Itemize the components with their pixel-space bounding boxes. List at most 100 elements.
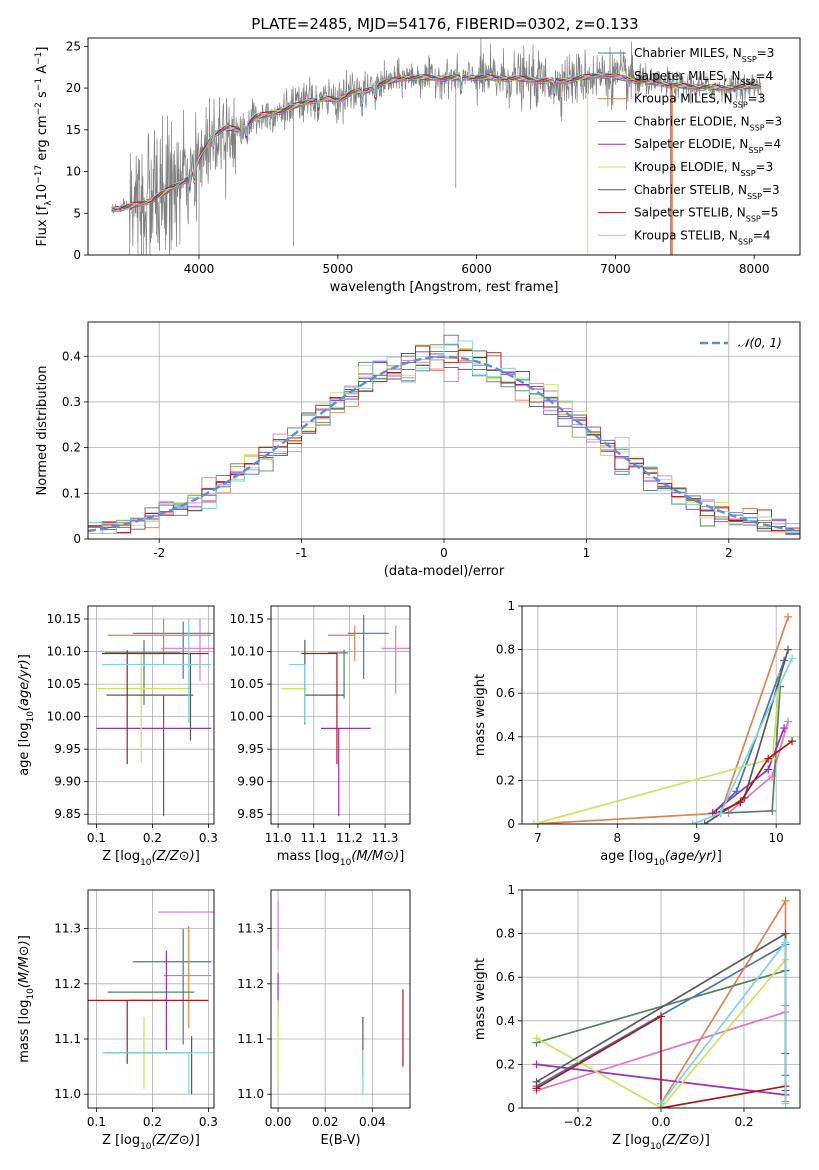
label-part: mass [log — [17, 1000, 32, 1063]
label-part: (Z/Z⊙) — [152, 849, 195, 864]
weight-series — [657, 938, 790, 1108]
residual-histogram-2 — [88, 355, 800, 534]
x-tick-label: 11.0 — [265, 831, 292, 845]
y-tick-label: 11.0 — [237, 1087, 264, 1101]
x-tick-label: -1 — [296, 546, 308, 560]
y-tick-label: 1 — [507, 599, 515, 613]
weight-marker — [532, 1084, 541, 1093]
y-tick-label: 0 — [507, 1101, 515, 1115]
y-tick-label: 0.8 — [496, 927, 515, 941]
label-part: age [log — [17, 723, 32, 776]
y-tick-label: 11.1 — [237, 1032, 264, 1046]
error-bar-point — [106, 652, 194, 741]
y-axis-label: mass weight — [473, 674, 488, 756]
weight-series — [688, 654, 797, 824]
y-tick-label: 10.00 — [230, 710, 264, 724]
y-axis-label: Flux [fλ10−17 erg cm−2 s−1 A−1] — [34, 47, 54, 247]
label-part: (M/M⊙) — [17, 940, 32, 988]
x-tick-label: 0.04 — [359, 1115, 386, 1129]
x-tick-label: −0.2 — [563, 1115, 592, 1129]
y-tick-label: 10 — [66, 165, 81, 179]
x-tick-label: 4000 — [184, 262, 215, 276]
label-subscript: 10 — [140, 1142, 152, 1152]
y-tick-label: 10.10 — [47, 645, 81, 659]
legend-subscript: SSP — [733, 100, 748, 109]
legend-text: Salpeter MILES, N — [634, 69, 741, 83]
legend-entry: Kroupa STELIB, NSSP=4 — [634, 228, 771, 246]
legend-text: Salpeter STELIB, N — [634, 206, 746, 220]
y-tick-label: 5 — [73, 206, 81, 220]
axes-frame — [521, 889, 801, 1109]
label-part: λ — [44, 200, 54, 206]
label-part: ] — [17, 935, 32, 940]
legend-text: =4 — [763, 137, 781, 151]
weight-marker — [700, 820, 709, 824]
weight-marker — [657, 1012, 665, 1021]
label-part: ] — [17, 654, 32, 659]
weight-marker — [532, 1060, 541, 1069]
x-tick-label: 8000 — [739, 262, 770, 276]
label-part: age [log — [600, 849, 653, 864]
y-tick-label: 0.8 — [496, 643, 515, 657]
error-bar-point — [301, 652, 338, 765]
error-bar-point — [132, 928, 212, 1045]
y-axis-label: mass [log10(M/M⊙)] — [17, 935, 36, 1063]
y-tick-label: 11.2 — [54, 977, 81, 991]
weight-marker — [529, 820, 538, 824]
weight-marker — [716, 809, 725, 818]
x-tick-label: 0.0 — [651, 1115, 670, 1129]
normal-distribution-curve — [88, 355, 798, 533]
x-tick-label: 6000 — [461, 262, 492, 276]
y-tick-label: 11.3 — [237, 922, 264, 936]
error-bar-point — [381, 625, 410, 694]
label-part: A — [35, 65, 50, 78]
weight-marker — [788, 737, 797, 746]
weight-marker — [781, 1099, 790, 1108]
label-part: 10 — [35, 184, 50, 201]
error-bar-point — [163, 925, 212, 1028]
axes-frame — [270, 605, 411, 825]
x-tick-label: 7 — [534, 831, 542, 845]
grid-lines — [271, 606, 410, 824]
y-tick-label: 9.85 — [237, 807, 264, 821]
x-axis-label: (data-model)/error — [384, 564, 505, 579]
weight-line — [536, 1014, 786, 1108]
grid-lines — [88, 606, 214, 824]
y-tick-label: 0.6 — [496, 970, 515, 984]
label-part: ] — [35, 47, 50, 52]
legend-text: Chabrier STELIB, N — [634, 183, 747, 197]
residual-histogram-8 — [88, 345, 800, 533]
legend-entry: Chabrier STELIB, NSSP=3 — [634, 183, 780, 201]
legend-subscript: SSP — [748, 146, 763, 155]
y-tick-label: 11.2 — [237, 977, 264, 991]
y-tick-label: 25 — [66, 39, 81, 53]
y-tick-label: 0.4 — [62, 349, 81, 363]
y-tick-label: 15 — [66, 123, 81, 137]
label-part: (M/M⊙) — [351, 849, 399, 864]
label-part: ] — [399, 849, 404, 864]
y-tick-label: 0.4 — [496, 730, 515, 744]
label-subscript: 10 — [140, 858, 152, 868]
y-tick-label: 11.1 — [54, 1032, 81, 1046]
x-axis-label: age [log10(age/yr)] — [600, 849, 722, 868]
y-tick-label: 0.4 — [496, 1014, 515, 1028]
label-part: s — [35, 91, 50, 102]
axes-frame — [87, 605, 215, 825]
x-tick-label: 0.00 — [265, 1115, 292, 1129]
legend-text: =4 — [756, 69, 774, 83]
model-spectrum-line-2 — [111, 75, 762, 213]
label-part: Z [log — [612, 1133, 650, 1148]
y-tick-label: 10.05 — [47, 677, 81, 691]
x-tick-label: 1 — [583, 546, 591, 560]
label-part: Z [log — [102, 1133, 140, 1148]
label-part: mass [log — [277, 849, 340, 864]
weight-marker — [784, 612, 793, 621]
legend-entry: Chabrier MILES, NSSP=3 — [634, 46, 774, 64]
legend-text: Chabrier MILES, N — [634, 46, 742, 60]
x-axis-label: wavelength [Angstrom, rest frame] — [330, 280, 559, 295]
legend-text: Kroupa STELIB, N — [634, 228, 738, 242]
label-part: Z [log — [102, 849, 140, 864]
x-tick-label: 0 — [440, 546, 448, 560]
